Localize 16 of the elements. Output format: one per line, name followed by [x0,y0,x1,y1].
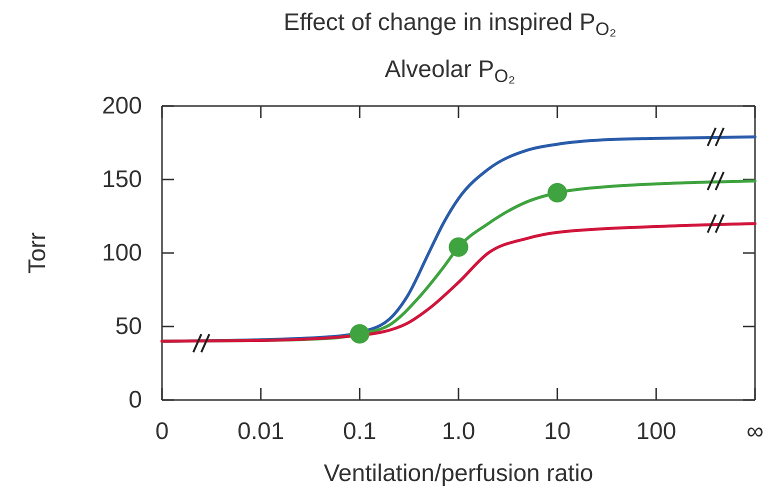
chart-subtitle: Alveolar P$_{O₂}$ [384,56,516,86]
x-tick-label: 0.1 [342,418,376,446]
y-axis-title: Torr [24,232,51,274]
x-axis-title: Ventilation/perfusion ratio [324,460,594,487]
x-tick-label: 0 [155,418,169,446]
y-tick-label: 100 [102,240,142,267]
y-tick-label: 150 [102,166,142,194]
y-tick-label: 0 [128,386,142,414]
x-tick-label: 100 [636,418,676,446]
x-tick-label: 10 [544,418,571,446]
x-tick-label: 1.0 [442,418,476,446]
y-tick-label: 200 [102,92,142,120]
x-tick-label: ∞ [746,418,764,446]
y-tick-label: 50 [115,313,142,340]
chart-title: Effect of change in inspired P$_{O₂}$ [284,9,616,40]
x-tick-label: 0.01 [237,418,284,446]
